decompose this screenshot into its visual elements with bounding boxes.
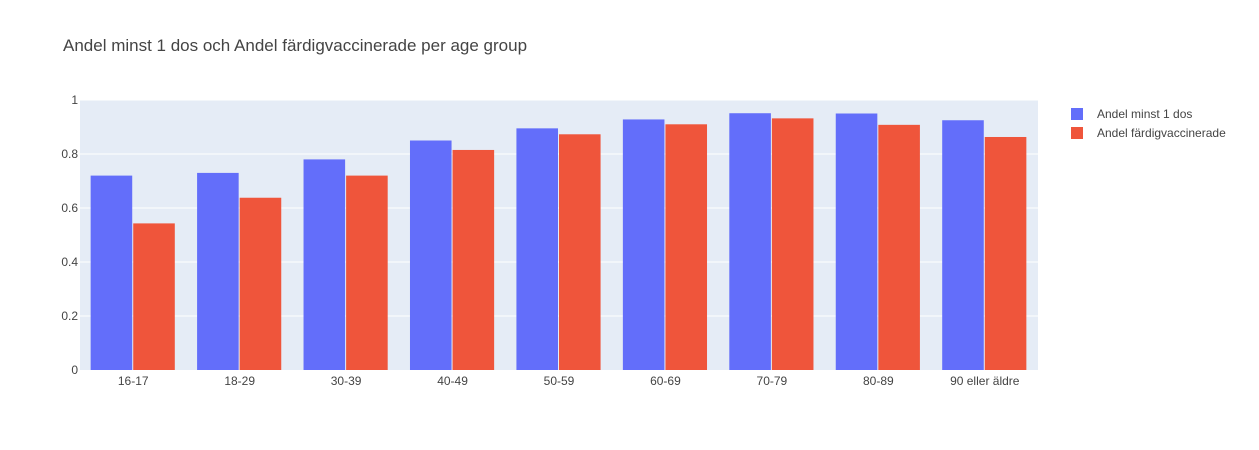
bar-fardigvaccinerade-50-59[interactable] — [559, 134, 601, 370]
x-tick-label: 70-79 — [757, 374, 788, 388]
y-tick-label: 1 — [71, 93, 78, 107]
x-tick-label: 16-17 — [118, 374, 149, 388]
bar-fardigvaccinerade-30-39[interactable] — [346, 175, 388, 370]
bar-fardigvaccinerade-70-79[interactable] — [771, 118, 814, 370]
bar-minst-1-dos-60-69[interactable] — [622, 119, 665, 370]
x-tick-label: 90 eller äldre — [950, 374, 1020, 388]
y-tick-label: 0.8 — [61, 147, 78, 161]
y-tick-label: 0.6 — [61, 201, 78, 215]
bar-minst-1-dos-90 eller äldre[interactable] — [942, 120, 984, 370]
legend-label[interactable]: Andel minst 1 dos — [1097, 107, 1192, 121]
x-axis-ticks: 16-17 18-29 30-39 40-49 50-59 60-69 70-79 80-89… — [118, 374, 1020, 388]
legend-swatch[interactable] — [1071, 127, 1083, 139]
bar-fardigvaccinerade-40-49[interactable] — [452, 149, 495, 370]
bar-fardigvaccinerade-90 eller äldre[interactable] — [984, 136, 1027, 370]
bar-minst-1-dos-40-49[interactable] — [409, 140, 452, 371]
bar-minst-1-dos-80-89[interactable] — [835, 113, 878, 371]
x-tick-label: 80-89 — [863, 374, 894, 388]
chart-title: Andel minst 1 dos och Andel färdigvaccin… — [63, 36, 527, 55]
y-tick-label: 0.4 — [61, 255, 78, 269]
bars — [90, 113, 1027, 371]
bar-minst-1-dos-30-39[interactable] — [303, 159, 346, 370]
x-tick-label: 50-59 — [544, 374, 575, 388]
y-tick-label: 0 — [71, 363, 78, 377]
bar-fardigvaccinerade-60-69[interactable] — [665, 124, 708, 370]
legend[interactable]: Andel minst 1 dos Andel färdigvaccinerade — [1071, 107, 1226, 140]
bar-minst-1-dos-16-17[interactable] — [90, 175, 133, 370]
x-tick-label: 40-49 — [437, 374, 468, 388]
y-axis-ticks: 0 0.2 0.4 0.6 0.8 1 — [61, 93, 78, 377]
bar-minst-1-dos-18-29[interactable] — [197, 172, 239, 370]
x-tick-label: 60-69 — [650, 374, 681, 388]
legend-swatch[interactable] — [1071, 108, 1083, 120]
x-tick-label: 18-29 — [224, 374, 255, 388]
y-tick-label: 0.2 — [61, 309, 78, 323]
bar-minst-1-dos-50-59[interactable] — [516, 128, 558, 370]
x-tick-label: 30-39 — [331, 374, 362, 388]
bar-fardigvaccinerade-80-89[interactable] — [878, 124, 920, 370]
bar-fardigvaccinerade-18-29[interactable] — [239, 197, 282, 370]
legend-label[interactable]: Andel färdigvaccinerade — [1097, 126, 1226, 140]
bar-fardigvaccinerade-16-17[interactable] — [133, 223, 175, 370]
bar-minst-1-dos-70-79[interactable] — [729, 113, 771, 370]
